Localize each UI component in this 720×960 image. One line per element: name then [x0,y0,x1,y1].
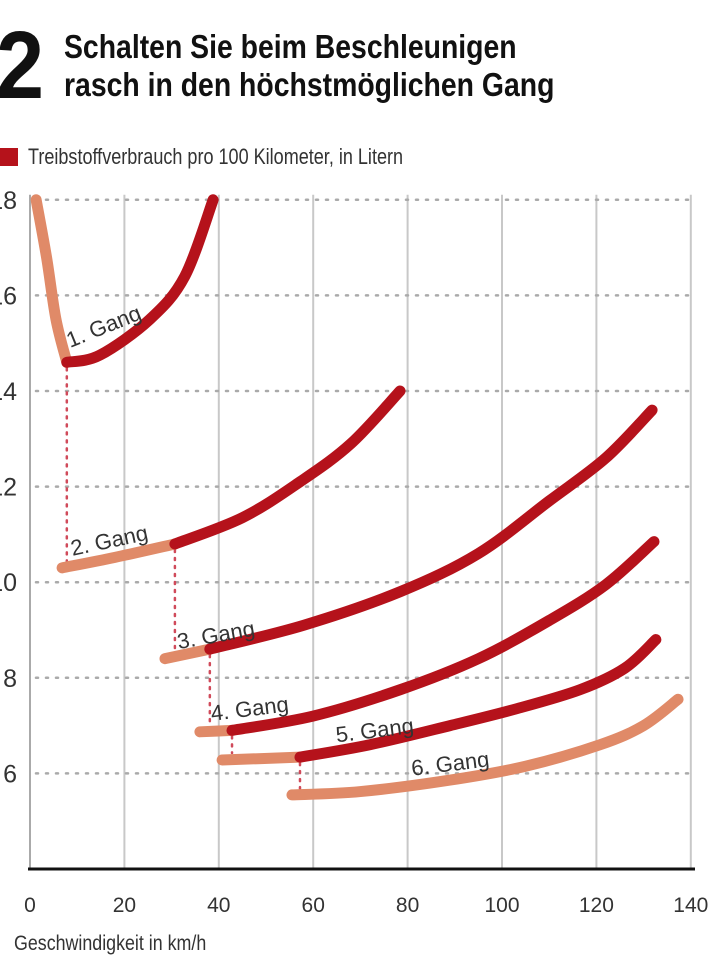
x-tick-label: 40 [207,894,230,917]
x-tick-label: 140 [673,894,708,917]
curve-inefficient [56,538,181,574]
y-tick-label: 6 [3,760,17,788]
series-gear-6: 6. Gang [286,693,684,801]
y-tick-label: 14 [0,378,17,406]
title-line-1: Schalten Sie beim Beschleunigen [64,28,517,65]
curve-inefficient [30,194,73,368]
legend-swatch [0,148,18,166]
curve-efficient [226,536,660,736]
x-tick-label: 120 [579,894,614,917]
curve-inefficient [286,693,684,801]
title-line-2: rasch in den höchstmöglichen Gang [64,66,555,103]
curve-inefficient [216,751,306,766]
x-axis-label: Geschwindigkeit in km/h [14,932,206,956]
x-tick-label: 20 [113,894,136,917]
x-tick-label: 80 [396,894,419,917]
series-gear-5: 5. Gang [216,634,662,766]
y-tick-label: 8 [3,665,17,693]
series-gear-4: 4. Gang [194,536,660,738]
curve-efficient [294,634,662,763]
y-tick-label: 12 [0,474,17,502]
gear-label: 1. Gang [63,300,145,353]
y-tick-label: 18 [0,187,17,215]
section-number: 2 [0,12,44,119]
curve-efficient [61,194,219,368]
legend: Treibstoffverbrauch pro 100 Kilometer, i… [0,144,485,170]
y-tick-label: 10 [0,569,17,597]
series-gear-2: 2. Gang [56,385,406,574]
curve-efficient [204,404,658,655]
chart-title: Schalten Sie beim Beschleunigen rasch in… [64,28,554,104]
y-tick-label: 16 [0,282,17,310]
x-tick-label: 0 [24,894,36,917]
x-tick-label: 60 [302,894,325,917]
legend-label: Treibstoffverbrauch pro 100 Kilometer, i… [28,144,404,169]
x-tick-label: 100 [484,894,519,917]
curve-efficient [169,385,406,550]
